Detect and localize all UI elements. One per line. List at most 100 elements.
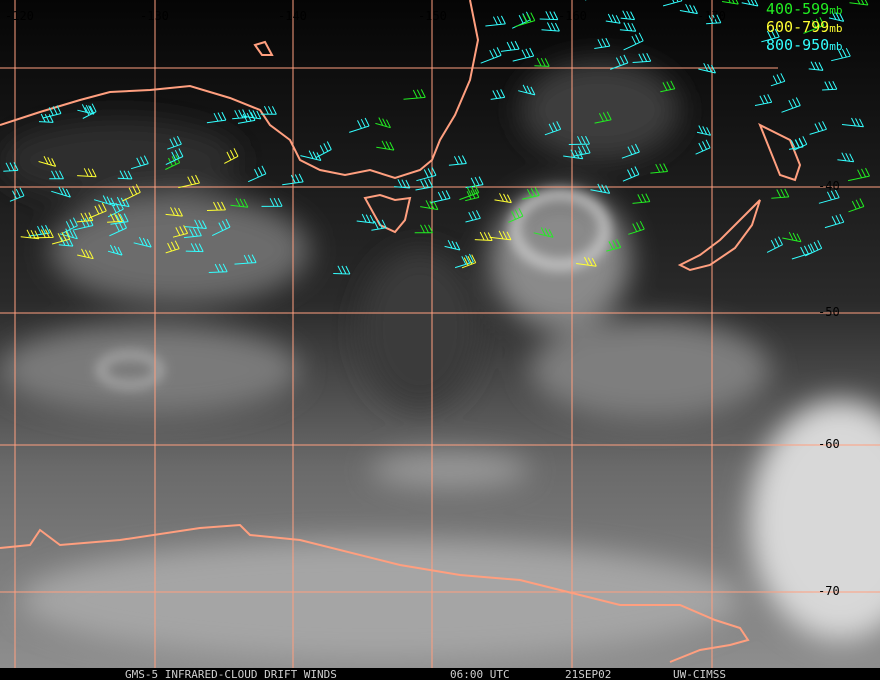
wind-barb [315, 141, 332, 159]
wind-barb [232, 109, 248, 120]
clouds [0, 60, 880, 660]
wind-barb [130, 155, 149, 170]
wind-barb [808, 61, 824, 71]
wind-barb [679, 3, 698, 15]
wind-barb [9, 187, 25, 202]
wind-barb [474, 231, 493, 241]
wind-barb [51, 186, 71, 198]
wind-barb [178, 174, 200, 189]
wind-barb [605, 13, 621, 24]
wind-barb [781, 97, 801, 113]
wind-barb [165, 240, 180, 254]
wind-barb [480, 47, 502, 64]
wind-barb [185, 243, 204, 253]
wind-barb [165, 148, 184, 166]
wind-barb [841, 117, 864, 128]
wind-barb [394, 179, 411, 189]
wind-barb [420, 200, 439, 211]
lat-label: -40 [818, 179, 840, 193]
wind-barb [788, 138, 804, 150]
wind-barb [375, 117, 391, 129]
wind-barb [42, 105, 62, 119]
wind-barb [518, 84, 536, 96]
wind-barb [539, 11, 559, 21]
wind-barb [770, 73, 786, 87]
wind-barb [356, 213, 375, 224]
legend-entry: 800-950mb [766, 36, 842, 54]
wind-barb [541, 22, 560, 32]
wind-barb [376, 140, 395, 151]
wind-barb [622, 166, 640, 182]
wind-barb [62, 217, 78, 234]
lat-label: -50 [818, 305, 840, 319]
wind-barb [109, 219, 127, 237]
wind-barb [133, 236, 152, 248]
wind-barb [696, 125, 712, 136]
legend-label: 800-950 [766, 36, 829, 54]
wind-barb [695, 139, 711, 155]
wind-barb [623, 32, 644, 51]
footer-bar [0, 668, 880, 680]
wind-barb [741, 0, 759, 7]
wind-barb [628, 220, 645, 235]
wind-barbs [3, 0, 870, 275]
wind-barb [109, 196, 130, 208]
legend-entry: 400-599mb [766, 0, 842, 18]
lat-label: -60 [818, 437, 840, 451]
wind-barb [847, 167, 870, 182]
wind-barb [590, 183, 611, 194]
wind-barb [20, 229, 40, 240]
wind-barb [224, 148, 239, 164]
legend-entry: 600-799mb [766, 18, 842, 36]
legend-unit: mb [829, 40, 842, 53]
wind-barb [650, 163, 669, 174]
wind-barb [512, 47, 535, 62]
lon-label: -160 [558, 9, 587, 23]
wind-barb [414, 224, 433, 234]
lon-label: -150 [418, 9, 447, 23]
wind-barb [837, 152, 855, 163]
wind-barb [828, 11, 845, 22]
wind-barb [282, 173, 304, 186]
wind-barb [371, 219, 387, 231]
wind-barb [183, 227, 202, 239]
wind-barb [500, 40, 520, 52]
cloud-spiral [97, 190, 610, 388]
wind-barb [803, 17, 825, 34]
footer-title: GMS-5 INFRARED-CLOUD DRIFT WINDS [125, 668, 337, 680]
wind-barb [206, 111, 227, 124]
wind-barb [415, 178, 433, 191]
wind-barb [32, 229, 54, 239]
latitude-labels: -40 -50 -60 -70 [818, 179, 840, 598]
wind-barb [58, 237, 74, 247]
footer-time: 06:00 UTC [450, 668, 510, 680]
wind-barb [465, 189, 480, 202]
wind-barb [465, 210, 481, 223]
lon-label: -140 [278, 9, 307, 23]
wind-barb [594, 37, 611, 49]
wind-barb [632, 52, 652, 63]
wind-barb [234, 254, 257, 265]
wind-barb [247, 165, 267, 183]
wind-barb [761, 28, 780, 43]
legend-label: 400-599 [766, 0, 829, 18]
wind-barb [706, 14, 722, 25]
wind-barb [489, 230, 512, 241]
wind-barb [698, 62, 716, 74]
wind-barb [403, 89, 426, 100]
legend-unit: mb [829, 4, 842, 17]
wind-barb [38, 155, 57, 167]
wind-barb [51, 230, 71, 245]
lat-label: -70 [818, 584, 840, 598]
wind-barb [165, 207, 183, 217]
wind-barb [632, 193, 651, 204]
wind-barb [754, 94, 773, 106]
lon-label: -130 [140, 9, 169, 23]
wind-barb [230, 198, 249, 208]
wind-barb [76, 212, 94, 223]
wind-barb [211, 218, 231, 237]
footer-date: 21SEP02 [565, 668, 611, 680]
wind-barb [300, 150, 322, 161]
wind-barb [621, 143, 640, 159]
coastlines [0, 0, 802, 663]
